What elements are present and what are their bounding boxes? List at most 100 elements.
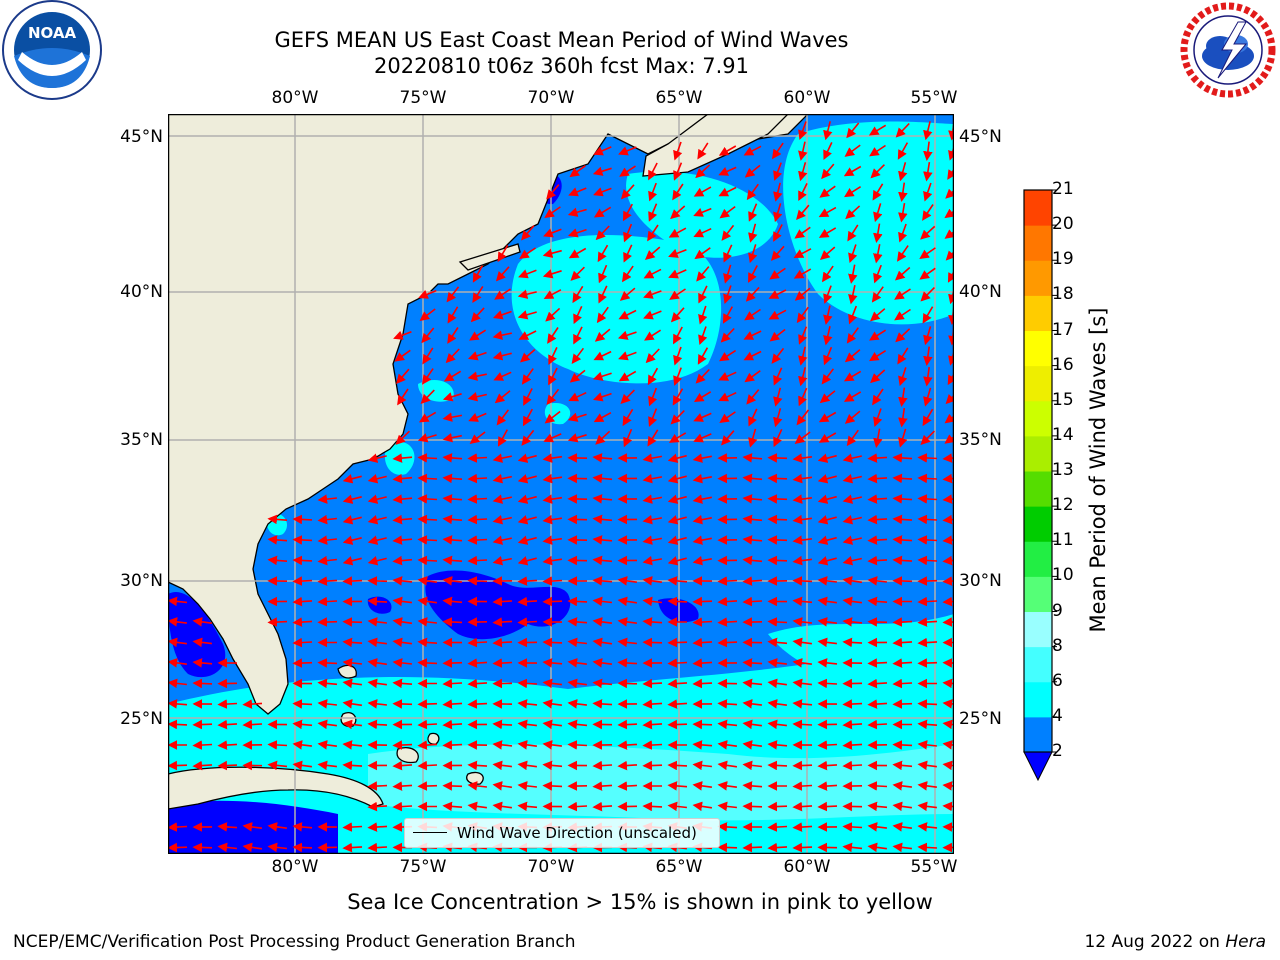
wind-wave-arrow xyxy=(873,428,883,448)
wind-wave-arrow xyxy=(718,166,737,176)
wind-wave-arrow xyxy=(844,410,861,424)
wind-wave-arrow xyxy=(748,223,758,243)
wind-wave-arrow xyxy=(773,224,783,242)
wind-wave-arrow xyxy=(517,453,537,463)
wind-wave-arrow xyxy=(869,144,886,157)
wind-wave-arrow xyxy=(467,781,487,791)
colorbar-tick-label: 13 xyxy=(1052,460,1074,480)
wind-wave-arrow xyxy=(647,429,659,447)
wind-wave-arrow xyxy=(667,596,688,607)
wind-wave-arrow xyxy=(623,223,633,243)
wind-wave-arrow xyxy=(667,515,687,525)
colorbar-segment xyxy=(1024,330,1052,367)
wind-wave-arrow xyxy=(843,165,862,177)
wind-wave-arrow xyxy=(647,224,659,242)
wind-wave-arrow xyxy=(892,555,913,566)
wind-wave-arrow xyxy=(593,350,612,361)
wind-wave-arrow xyxy=(645,348,660,364)
wind-wave-arrow xyxy=(767,473,788,484)
wind-wave-arrow xyxy=(917,822,938,832)
wind-wave-arrow xyxy=(917,740,937,750)
wind-wave-arrow xyxy=(842,699,863,709)
wind-wave-arrow xyxy=(592,514,613,525)
wind-wave-arrow xyxy=(742,658,763,668)
wind-wave-arrow xyxy=(920,225,936,240)
wind-wave-arrow xyxy=(817,801,838,812)
wind-wave-arrow xyxy=(517,310,537,320)
wind-wave-arrow xyxy=(292,822,313,832)
wind-wave-arrow xyxy=(642,473,663,484)
wind-wave-arrow xyxy=(617,740,638,750)
wind-wave-arrow xyxy=(642,453,663,463)
wind-wave-arrow xyxy=(592,473,613,484)
wind-wave-arrow xyxy=(367,658,388,668)
wind-wave-arrow xyxy=(417,699,438,709)
wind-wave-arrow xyxy=(923,141,933,161)
wind-wave-arrow xyxy=(446,286,460,303)
wind-wave-arrow xyxy=(442,432,462,443)
wind-wave-arrow xyxy=(642,576,663,586)
wind-wave-arrow xyxy=(722,306,734,324)
chart-title: GEFS MEAN US East Coast Mean Period of W… xyxy=(274,28,849,52)
wind-wave-arrow xyxy=(392,781,413,791)
wind-wave-arrow xyxy=(817,535,837,545)
wind-wave-arrow xyxy=(792,699,813,709)
wind-wave-arrow xyxy=(542,740,562,750)
wind-wave-arrow xyxy=(692,740,713,750)
wind-wave-arrow xyxy=(417,740,438,750)
wind-wave-arrow xyxy=(494,390,511,404)
wind-wave-arrow xyxy=(867,842,888,853)
wind-wave-arrow xyxy=(598,285,608,304)
wind-wave-arrow xyxy=(923,161,933,182)
wind-wave-arrow xyxy=(417,576,438,586)
wind-wave-arrow xyxy=(798,162,808,182)
wind-wave-arrow xyxy=(920,287,935,302)
wind-wave-arrow xyxy=(867,617,888,627)
wind-wave-arrow xyxy=(642,637,663,648)
wind-wave-arrow xyxy=(567,678,588,689)
wind-wave-arrow xyxy=(442,453,463,463)
wind-wave-arrow xyxy=(873,408,883,428)
wind-wave-arrow xyxy=(567,228,587,238)
wind-wave-arrow xyxy=(922,204,934,221)
wind-wave-arrow xyxy=(442,617,463,627)
wind-wave-arrow xyxy=(617,596,638,607)
wind-wave-arrow xyxy=(592,371,612,381)
wind-wave-arrow xyxy=(592,166,612,176)
wind-wave-arrow xyxy=(792,473,813,484)
wind-wave-arrow xyxy=(923,366,933,387)
wind-wave-arrow xyxy=(292,740,312,750)
wind-wave-arrow xyxy=(692,596,713,607)
wind-wave-arrow xyxy=(843,370,862,382)
colorbar-segment xyxy=(1024,681,1052,718)
wind-wave-arrow xyxy=(517,289,537,299)
wind-wave-arrow xyxy=(823,346,833,366)
wind-wave-arrow xyxy=(892,822,913,832)
wind-wave-arrow xyxy=(497,244,509,263)
footer-host: Hera xyxy=(1225,932,1266,952)
wind-wave-arrow xyxy=(497,429,509,447)
wind-wave-arrow xyxy=(667,658,688,668)
footer-date: 12 Aug 2022 on Hera xyxy=(1084,932,1266,952)
wind-wave-arrow xyxy=(869,350,887,362)
wind-wave-arrow xyxy=(518,330,537,340)
lon-label-bottom: 70°W xyxy=(527,857,575,877)
wind-wave-arrow xyxy=(922,306,934,324)
wind-wave-arrow xyxy=(892,740,913,750)
wind-wave-arrow xyxy=(872,388,884,406)
wind-wave-arrow xyxy=(873,244,883,264)
colorbar-segment xyxy=(1024,295,1052,332)
colorbar-tick-label: 9 xyxy=(1052,600,1063,621)
wind-wave-arrow xyxy=(617,658,638,668)
wind-wave-arrow xyxy=(217,740,238,750)
wind-wave-arrow xyxy=(792,781,813,791)
wind-wave-arrow xyxy=(492,515,512,525)
wind-wave-arrow xyxy=(168,637,188,648)
colorbar-tick-label: 10 xyxy=(1052,565,1074,586)
wind-wave-arrow xyxy=(518,269,537,279)
colorbar-tick-label: 17 xyxy=(1052,319,1074,340)
wind-wave-arrow xyxy=(292,637,313,648)
wind-wave-arrow xyxy=(693,207,712,217)
lat-label-right: 25°N xyxy=(959,709,1002,729)
wind-wave-arrow xyxy=(768,289,787,299)
